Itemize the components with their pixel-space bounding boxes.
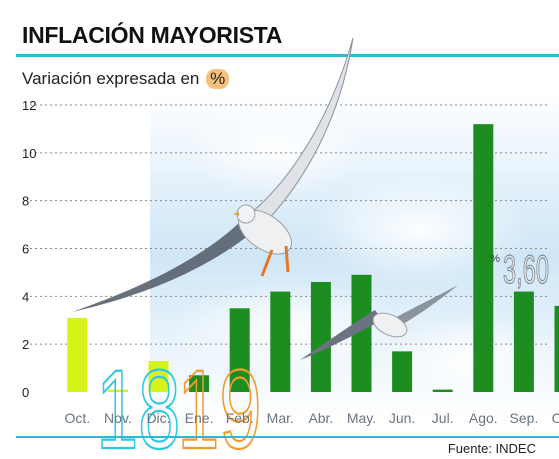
y-tick-label: 0 xyxy=(22,385,29,400)
x-tick-label: Oct. xyxy=(64,410,90,426)
x-tick-label: Dic. xyxy=(146,410,170,426)
bar xyxy=(432,389,453,392)
y-tick-label: 2 xyxy=(22,337,29,352)
x-tick-label: Jul. xyxy=(432,410,454,426)
chart-subtitle: Variación expresada en % xyxy=(22,69,230,89)
bars xyxy=(67,124,559,392)
bar xyxy=(189,375,210,392)
y-tick-label: 4 xyxy=(22,289,29,304)
x-tick-label: Sep. xyxy=(509,410,538,426)
x-tick-label: Feb. xyxy=(226,410,254,426)
chart-title: INFLACIÓN MAYORISTA xyxy=(22,22,283,48)
bar xyxy=(107,389,128,392)
bar xyxy=(392,351,413,392)
bar xyxy=(67,317,88,392)
bottom-rule xyxy=(16,436,559,438)
bar xyxy=(513,291,534,392)
bar xyxy=(229,308,250,392)
bar xyxy=(473,124,494,392)
y-tick-label: 12 xyxy=(22,98,36,113)
y-tick-label: 10 xyxy=(22,146,36,161)
x-axis-labels: Oct. Nov. Dic. Ene. Feb. Mar. Abr. May. Jun. Jul.… xyxy=(64,410,559,426)
x-tick-label: May. xyxy=(347,410,376,426)
x-tick-label: Jun. xyxy=(389,410,415,426)
bar xyxy=(310,281,331,392)
x-tick-label: Mar. xyxy=(267,410,294,426)
x-tick-label: Ago. xyxy=(469,410,498,426)
x-tick-label: Ene. xyxy=(185,410,214,426)
bar xyxy=(554,305,559,392)
x-tick-label: Abr. xyxy=(308,410,333,426)
year-label: 18 xyxy=(96,347,180,459)
x-tick-label: Oct. xyxy=(552,410,559,426)
title-underline xyxy=(16,54,559,57)
callout-value: 3,60 xyxy=(503,248,549,292)
x-tick-label: Nov. xyxy=(104,410,132,426)
grid-lines: 0 2 4 6 8 10 12 xyxy=(22,98,548,400)
bar xyxy=(148,360,169,392)
subtitle-unit-badge: % xyxy=(206,69,230,89)
bar xyxy=(270,291,291,392)
last-value-callout: % 3,60 xyxy=(490,247,549,292)
bar xyxy=(351,274,372,392)
seagull-image-large xyxy=(72,37,354,312)
y-tick-label: 8 xyxy=(22,194,29,209)
seagull-image-small xyxy=(300,285,458,360)
source-note: Fuente: INDEC xyxy=(447,441,536,456)
subtitle-text: Variación expresada en xyxy=(22,69,200,88)
y-tick-label: 6 xyxy=(22,242,29,257)
year-label: 19 xyxy=(177,347,261,459)
callout-unit: % xyxy=(490,253,500,265)
